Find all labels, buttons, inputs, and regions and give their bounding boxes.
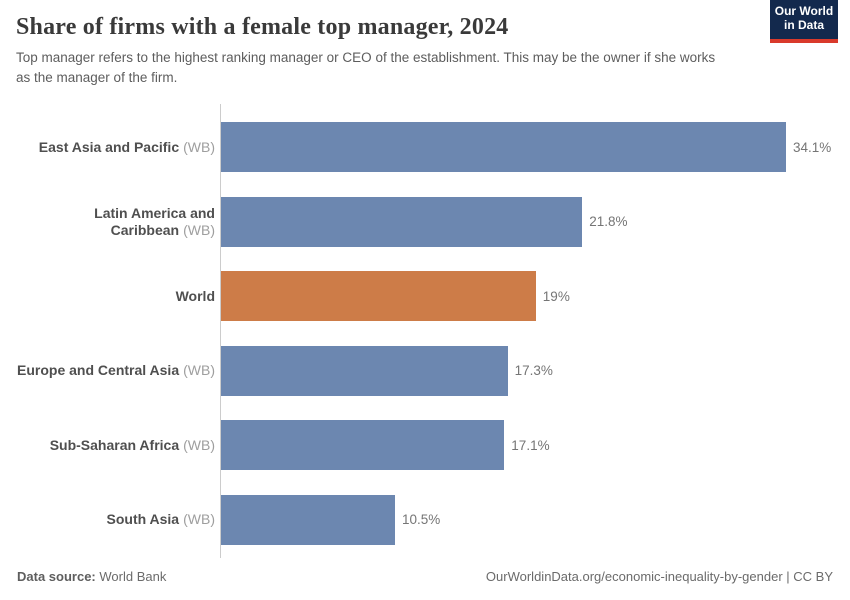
category-name: Europe and Central Asia — [17, 362, 180, 379]
attribution: OurWorldinData.org/economic-inequality-b… — [486, 569, 833, 584]
bar-value-label: 17.1% — [511, 437, 550, 453]
chart-header: Share of firms with a female top manager… — [0, 0, 850, 87]
bar[interactable] — [221, 122, 786, 172]
bar-rows: East Asia and Pacific (WB) 34.1% Latin Am… — [0, 104, 850, 545]
chart-footer: Data source: World Bank OurWorldinData.o… — [0, 569, 850, 584]
category-name: Latin America and Caribbean — [94, 204, 215, 238]
bar-value-label: 10.5% — [402, 512, 441, 528]
bar-highlighted[interactable] — [221, 271, 536, 322]
category-label: South Asia (WB) — [0, 511, 221, 528]
bar-value-label: 34.1% — [793, 139, 832, 155]
bar-row-sub-saharan-africa: Sub-Saharan Africa (WB) 17.1% — [0, 420, 850, 471]
category-label: Latin America and Caribbean (WB) — [0, 205, 221, 239]
category-suffix: (WB) — [183, 511, 215, 528]
data-source-label: Data source: — [17, 569, 96, 584]
category-label: East Asia and Pacific (WB) — [0, 139, 221, 156]
bar-row-south-asia: South Asia (WB) 10.5% — [0, 494, 850, 545]
bar-row-latin-america-caribbean: Latin America and Caribbean (WB) 21.8% — [0, 196, 850, 247]
bar[interactable] — [221, 196, 583, 247]
bar[interactable] — [221, 494, 395, 545]
y-axis-line — [220, 104, 221, 558]
bar-row-world: World 19% — [0, 271, 850, 322]
category-suffix: (WB) — [183, 436, 215, 453]
attribution-link[interactable]: OurWorldinData.org/economic-inequality-b… — [485, 569, 783, 584]
data-source-value: World Bank — [99, 569, 167, 584]
bar-chart: East Asia and Pacific (WB) 34.1% Latin Am… — [0, 104, 850, 558]
category-name: East Asia and Pacific — [38, 138, 180, 155]
category-suffix: (WB) — [183, 221, 215, 238]
category-label: World — [0, 288, 221, 305]
category-suffix: (WB) — [183, 362, 215, 379]
license-label: CC BY — [793, 569, 833, 584]
chart-subtitle: Top manager refers to the highest rankin… — [16, 50, 716, 85]
attribution-separator: | — [782, 569, 794, 584]
bar-value-label: 17.3% — [514, 363, 553, 379]
bar[interactable] — [221, 345, 508, 396]
bar-value-label: 19% — [542, 288, 570, 304]
bar-row-east-asia-pacific: East Asia and Pacific (WB) 34.1% — [0, 122, 850, 172]
owid-logo: Our World in Data — [770, 0, 838, 43]
category-name: South Asia — [106, 511, 180, 528]
category-name: World — [175, 287, 215, 304]
category-label: Sub-Saharan Africa (WB) — [0, 437, 221, 454]
category-suffix: (WB) — [183, 138, 215, 155]
owid-logo-line1: Our World — [774, 3, 834, 18]
bar-row-europe-central-asia: Europe and Central Asia (WB) 17.3% — [0, 345, 850, 396]
owid-logo-line2: in Data — [783, 18, 824, 32]
bar-value-label: 21.8% — [589, 214, 628, 230]
page-title: Share of firms with a female top manager… — [16, 14, 509, 40]
category-name: Sub-Saharan Africa — [49, 436, 180, 453]
bar[interactable] — [221, 420, 505, 471]
data-source: Data source: World Bank — [17, 569, 166, 584]
category-label: Europe and Central Asia (WB) — [0, 362, 221, 379]
